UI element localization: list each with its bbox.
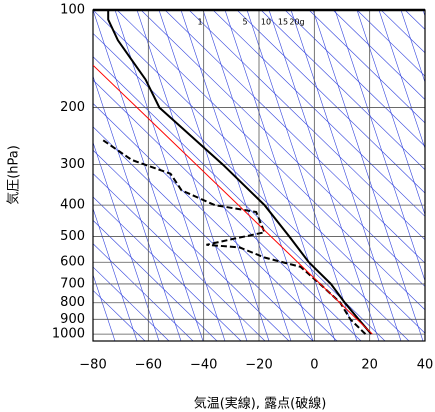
- adiabat: [93, 149, 290, 341]
- y-tick-label: 100: [60, 3, 85, 18]
- moist-line: [180, 10, 292, 341]
- adiabat: [429, 10, 435, 341]
- moist-line: [93, 141, 160, 341]
- adiabat: [212, 10, 425, 217]
- adiabat: [93, 56, 386, 341]
- adiabat: [93, 79, 362, 341]
- grid: [92, 8, 426, 342]
- moist-line: [400, 10, 425, 84]
- adiabat: [93, 126, 314, 341]
- adiabat: [308, 10, 425, 124]
- x-tick-label: −60: [135, 358, 162, 373]
- adiabat: [93, 243, 194, 341]
- adiabat: [93, 266, 170, 341]
- adiabat: [140, 10, 425, 287]
- adiabat: [260, 10, 425, 171]
- mixing-ratio-label: 10: [261, 18, 271, 27]
- adiabat: [356, 10, 425, 77]
- y-tick-label: 800: [60, 295, 85, 310]
- labels: 1 5 10 15 20g−80 −60 −40 −20 0 20 4010020030040050…: [52, 3, 433, 373]
- moist-line: [224, 10, 336, 341]
- adiabat: [93, 173, 266, 341]
- y-tick-label: 1000: [52, 327, 85, 342]
- y-axis-label: 気圧(hPa): [6, 145, 22, 205]
- adiabat: [188, 10, 425, 241]
- x-tick-label: −40: [190, 358, 217, 373]
- y-tick-label: 700: [60, 276, 85, 291]
- moist-line: [378, 10, 425, 150]
- moist-line: [0, 10, 5, 341]
- y-tick-label: 500: [60, 229, 85, 244]
- x-tick-label: −20: [245, 358, 272, 373]
- mixing-ratio-label: 1: [197, 18, 202, 27]
- moist-line: [246, 10, 358, 341]
- mixing-ratio-label: 15: [278, 18, 288, 27]
- adiabat: [116, 10, 425, 311]
- x-axis-label: 気温(実線), 露点(破線): [194, 396, 327, 412]
- mixing-ratio-label: 5: [242, 18, 247, 27]
- profile-line: [107, 10, 373, 335]
- moist-line: [93, 273, 116, 341]
- moist-line: [356, 10, 425, 216]
- adiabat: [236, 10, 425, 194]
- y-tick-label: 600: [60, 255, 85, 270]
- adiabat: [93, 10, 425, 334]
- adiabat: [93, 196, 242, 341]
- profile-line: [93, 64, 373, 335]
- adiabat: [284, 10, 425, 147]
- moist-line: [268, 10, 380, 341]
- y-tick-label: 300: [60, 157, 85, 172]
- moist-line: [136, 10, 248, 341]
- moist-line: [114, 10, 226, 341]
- profiles: [93, 10, 373, 335]
- x-tick-label: 20: [361, 358, 378, 373]
- moist-line: [290, 10, 402, 341]
- adiabat: [93, 219, 218, 341]
- moist-line: [312, 10, 424, 341]
- moist-line: [93, 75, 182, 341]
- mixing-ratio-label: 20g: [289, 18, 304, 27]
- moist-line: [158, 10, 270, 341]
- x-tick-label: 0: [310, 358, 318, 373]
- adiabat: [93, 103, 338, 341]
- adiabat: [164, 10, 425, 264]
- y-tick-label: 400: [60, 198, 85, 213]
- reference-lines: [0, 10, 435, 341]
- adiabat: [332, 10, 425, 100]
- x-tick-label: 40: [417, 358, 434, 373]
- adiabat: [404, 10, 425, 30]
- moist-line: [202, 10, 314, 341]
- x-tick-label: −80: [79, 358, 106, 373]
- adiabat: [93, 32, 410, 341]
- moist-line: [334, 10, 425, 282]
- y-tick-label: 900: [60, 312, 85, 327]
- moist-line: [93, 207, 138, 341]
- y-tick-label: 200: [60, 100, 85, 115]
